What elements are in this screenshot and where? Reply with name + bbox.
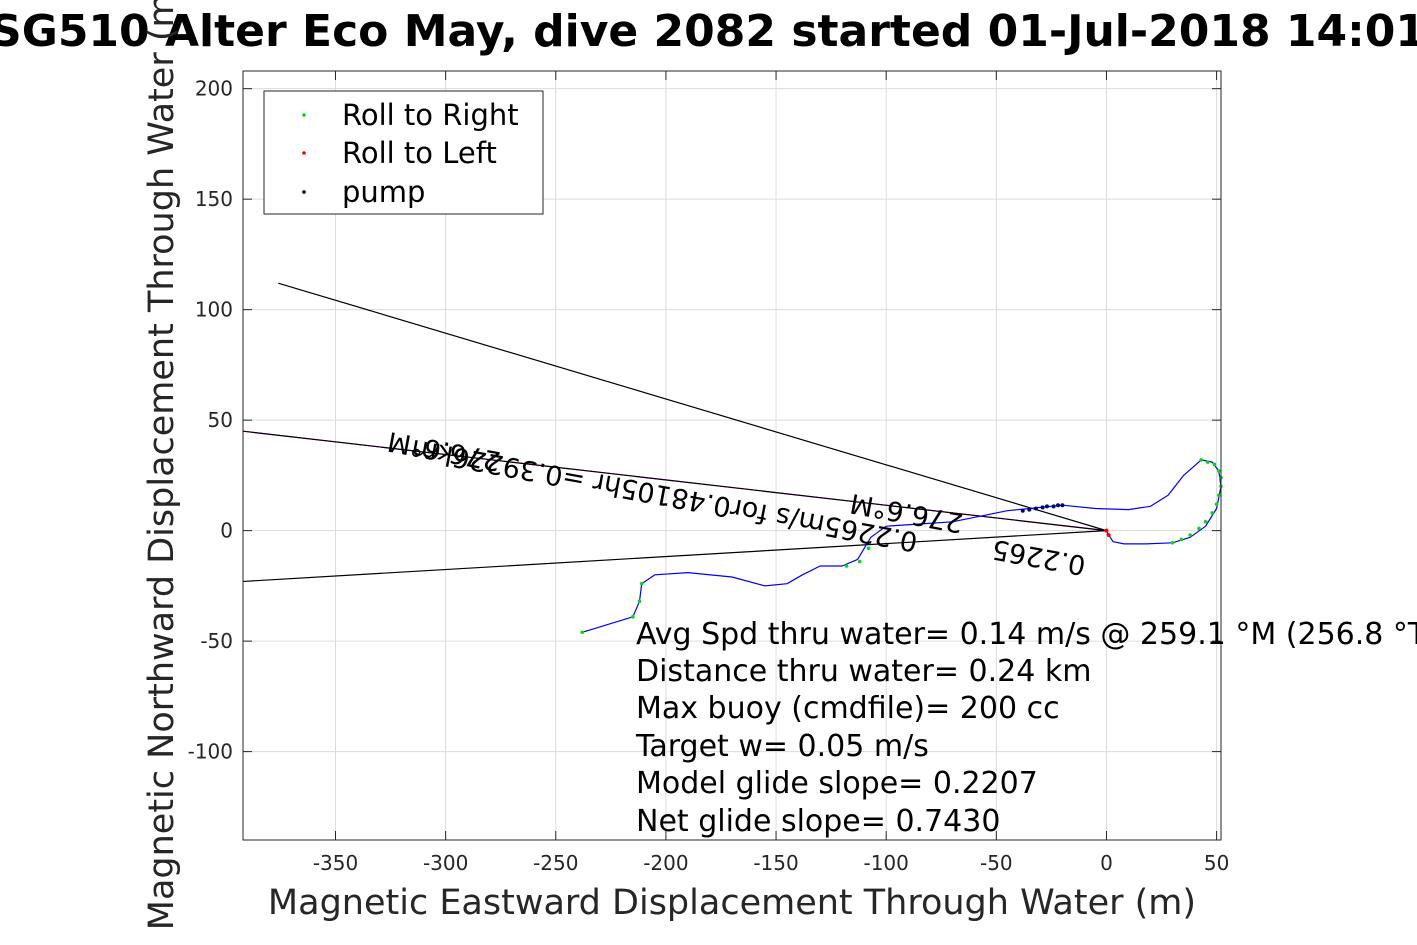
summary-line: Avg Spd thru water= 0.14 m/s @ 259.1 °M …	[636, 617, 1417, 652]
roll-right-point	[580, 630, 585, 635]
roll-right-point	[844, 564, 849, 568]
pump-point	[1040, 505, 1045, 510]
pump-point	[1027, 507, 1032, 512]
legend-marker-roll-left	[302, 151, 306, 155]
pump-point	[1044, 504, 1049, 509]
y-tick-label: 200	[195, 77, 233, 101]
summary-line: Max buoy (cmdfile)= 200 cc	[636, 691, 1060, 726]
roll-right-point	[1210, 511, 1214, 515]
y-tick-label: 100	[195, 298, 233, 322]
roll-right-point	[1203, 519, 1208, 524]
summary-box: Avg Spd thru water= 0.14 m/s @ 259.1 °M …	[635, 617, 1417, 839]
plot-frame	[242, 70, 1222, 841]
roll-right-point	[1216, 469, 1221, 473]
roll-right-point	[1205, 460, 1210, 464]
y-tick-label: 150	[195, 187, 233, 211]
legend-label-roll-right: Roll to Right	[342, 98, 519, 132]
legend-label-roll-left: Roll to Left	[342, 136, 497, 170]
x-tick-label: -200	[643, 851, 688, 875]
x-tick-label: -50	[980, 851, 1013, 875]
roll-right-point	[1197, 526, 1201, 531]
y-tick-label: 50	[208, 408, 233, 432]
roll-right-point	[866, 546, 871, 551]
summary-line: Net glide slope= 0.7430	[636, 804, 1000, 839]
roll-right-point	[637, 599, 642, 604]
summary-line: Distance thru water= 0.24 km	[636, 654, 1091, 689]
pump-point	[1051, 504, 1056, 509]
y-axis-label: Magnetic Northward Displacement Through …	[142, 0, 182, 930]
x-tick-label: -250	[533, 851, 578, 875]
x-tick-label: -100	[863, 851, 908, 875]
roll-right-point	[1188, 533, 1192, 537]
x-axis-label: Magnetic Eastward Displacement Through W…	[268, 883, 1196, 923]
roll-left-point	[1106, 533, 1111, 538]
heading-line	[278, 282, 1107, 532]
y-tick-label: -50	[200, 629, 233, 653]
legend: Roll to Right Roll to Left pump	[263, 90, 544, 215]
summary-line: Target w= 0.05 m/s	[635, 729, 929, 764]
x-tick-label: -150	[753, 851, 798, 875]
roll-right-point	[1214, 502, 1219, 506]
heading-line	[242, 530, 1107, 583]
roll-right-point	[639, 581, 644, 586]
roll-right-point	[1170, 540, 1175, 545]
roll-right-point	[1179, 537, 1184, 542]
roll-right-point	[631, 615, 635, 619]
pump-point	[1060, 503, 1065, 508]
roll-left-point	[1104, 528, 1109, 533]
legend-box	[263, 90, 544, 215]
x-tick-label: 50	[1204, 851, 1229, 875]
roll-right-point	[1212, 462, 1217, 467]
pump-point	[1056, 503, 1060, 508]
roll-right-point	[1216, 493, 1221, 498]
pump-point	[1033, 506, 1038, 511]
legend-label-pump: pump	[342, 175, 425, 209]
y-ticks: -100 -50 0 50 100 150 200	[188, 77, 1221, 764]
heading-lines	[242, 282, 1107, 583]
chart-title: SG510 Alter Eco May, dive 2082 started 0…	[0, 6, 1417, 57]
pump-point	[1020, 508, 1025, 513]
x-tick-label: 0	[1100, 851, 1113, 875]
roll-right-point	[857, 559, 862, 564]
summary-line: Model glide slope= 0.2207	[636, 766, 1038, 801]
legend-marker-pump	[302, 190, 306, 194]
x-tick-label: -300	[423, 851, 468, 875]
legend-marker-roll-right	[302, 113, 306, 117]
y-tick-label: 0	[220, 519, 233, 543]
x-ticks: -350 -300 -250 -200 -150 -100 -50 0 50	[313, 71, 1229, 875]
y-tick-label: -100	[188, 740, 233, 764]
x-tick-label: -350	[313, 851, 358, 875]
heading-line	[242, 430, 1107, 532]
roll-right-point	[1199, 458, 1203, 462]
points	[580, 458, 1223, 635]
